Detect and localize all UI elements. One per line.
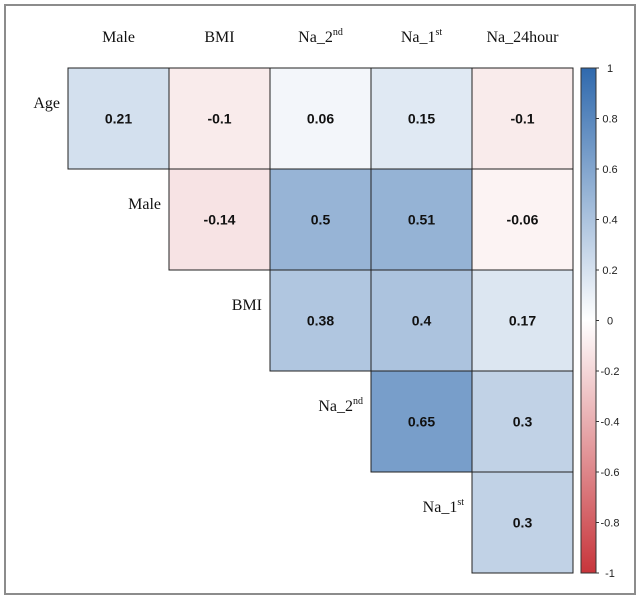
colorbar-tick: 0 <box>596 316 613 328</box>
colorbar-tick-label: 0 <box>607 316 613 328</box>
column-label-superscript: nd <box>333 27 343 38</box>
column-label-text: BMI <box>204 29 234 46</box>
cell-rect <box>269 269 372 372</box>
heatmap-cell: 0.3 <box>471 370 574 473</box>
cell-rect <box>370 370 473 473</box>
cell-value-label: 0.3 <box>513 414 533 430</box>
cell-value-label: -0.14 <box>204 212 236 228</box>
colorbar-tick-label: 0.8 <box>602 114 617 126</box>
cell-rect <box>168 168 271 271</box>
row-label: Male <box>128 196 161 213</box>
column-label: Na_2nd <box>298 27 343 46</box>
cell-value-label: 0.21 <box>105 111 132 127</box>
heatmap-cell: 0.3 <box>471 471 574 574</box>
heatmap-cell: -0.06 <box>471 168 574 271</box>
colorbar-tick-label: 1 <box>607 63 613 75</box>
colorbar-tick: -0.8 <box>596 518 619 530</box>
cell-rect <box>269 67 372 170</box>
colorbar-tick: 0.4 <box>596 215 618 227</box>
heatmap-cell: 0.5 <box>269 168 372 271</box>
cell-value-label: 0.51 <box>408 212 435 228</box>
column-label: Na_24hour <box>487 29 560 46</box>
colorbar-tick: 0.6 <box>596 164 618 176</box>
heatmap-cell: -0.1 <box>168 67 271 170</box>
cell-value-label: 0.65 <box>408 414 435 430</box>
column-label-superscript: st <box>435 27 442 38</box>
heatmap-cell: 0.51 <box>370 168 473 271</box>
colorbar-tick: -1 <box>596 568 615 580</box>
colorbar-gradient <box>580 67 597 574</box>
heatmap-cell: 0.65 <box>370 370 473 473</box>
cell-rect <box>471 471 574 574</box>
cell-value-label: 0.06 <box>307 111 334 127</box>
heatmap-cell: 0.17 <box>471 269 574 372</box>
colorbar-tick-label: -0.2 <box>601 366 620 378</box>
cell-rect <box>471 269 574 372</box>
heatmap-cell: -0.1 <box>471 67 574 170</box>
heatmap-cell: 0.21 <box>67 67 170 170</box>
cell-rect <box>67 67 170 170</box>
column-label: BMI <box>204 29 234 46</box>
cell-rect <box>471 370 574 473</box>
colorbar-tick-label: -1 <box>605 568 615 580</box>
row-label-text: Age <box>33 95 60 112</box>
row-label-text: Na_2 <box>318 398 353 415</box>
heatmap-cell: 0.15 <box>370 67 473 170</box>
cells: 0.21 -0.1 0.06 0.15 -0.1 -0.14 0.5 0.51 -0.06 0.3… <box>67 67 574 574</box>
cell-value-label: 0.17 <box>509 313 536 329</box>
row-label: Na_2nd <box>318 396 363 415</box>
cell-value-label: -0.1 <box>207 111 231 127</box>
colorbar-tick-label: -0.6 <box>601 467 620 479</box>
cell-value-label: 0.4 <box>412 313 432 329</box>
heatmap-cell: 0.06 <box>269 67 372 170</box>
column-label: Male <box>102 29 135 46</box>
colorbar-ticks: 1 0.8 0.6 0.4 0.2 0 -0.2 -0.4 -0.6 -0.8 -1 <box>596 63 619 580</box>
cell-rect <box>471 67 574 170</box>
row-label-text: Male <box>128 196 161 213</box>
cell-rect <box>370 67 473 170</box>
colorbar-tick: 1 <box>596 63 613 75</box>
row-label-superscript: nd <box>353 396 363 407</box>
row-labels: Age Male BMI Na_2nd Na_1st <box>33 95 464 516</box>
cell-rect <box>168 67 271 170</box>
colorbar-tick-label: 0.2 <box>602 265 617 277</box>
row-label: BMI <box>232 297 262 314</box>
row-label: Na_1st <box>423 497 465 516</box>
colorbar-tick: -0.2 <box>596 366 619 378</box>
column-labels: Male BMI Na_2nd Na_1st Na_24hour <box>102 27 559 46</box>
colorbar-tick: -0.6 <box>596 467 619 479</box>
row-label-text: BMI <box>232 297 262 314</box>
row-label-superscript: st <box>457 497 464 508</box>
heatmap-cell: -0.14 <box>168 168 271 271</box>
column-label-text: Na_24hour <box>487 29 560 46</box>
heatmap-cell: 0.38 <box>269 269 372 372</box>
colorbar-tick-label: -0.4 <box>601 417 620 429</box>
cell-value-label: 0.15 <box>408 111 435 127</box>
column-label-text: Male <box>102 29 135 46</box>
column-label-text: Na_1 <box>401 29 436 46</box>
colorbar-tick-label: -0.8 <box>601 518 620 530</box>
chart-frame: 0.21 -0.1 0.06 0.15 -0.1 -0.14 0.5 0.51 -0.06 0.3… <box>4 4 636 595</box>
column-label-text: Na_2 <box>298 29 333 46</box>
cell-value-label: 0.38 <box>307 313 334 329</box>
colorbar-tick: 0.2 <box>596 265 618 277</box>
cell-value-label: -0.1 <box>510 111 534 127</box>
colorbar-tick-label: 0.6 <box>602 164 617 176</box>
colorbar-tick: 0.8 <box>596 114 618 126</box>
correlation-heatmap: 0.21 -0.1 0.06 0.15 -0.1-0.14 0.5 0.51 -0.060.3… <box>33 27 619 580</box>
cell-value-label: 0.5 <box>311 212 331 228</box>
cell-value-label: -0.06 <box>507 212 539 228</box>
colorbar: 1 0.8 0.6 0.4 0.2 0 -0.2 -0.4 -0.6 -0.8 -1 <box>580 63 619 580</box>
column-label: Na_1st <box>401 27 443 46</box>
cell-value-label: 0.3 <box>513 515 533 531</box>
colorbar-tick-label: 0.4 <box>602 215 617 227</box>
row-label: Age <box>33 95 60 112</box>
colorbar-tick: -0.4 <box>596 417 619 429</box>
row-label-text: Na_1 <box>423 499 458 516</box>
cell-rect <box>370 168 473 271</box>
heatmap-cell: 0.4 <box>370 269 473 372</box>
